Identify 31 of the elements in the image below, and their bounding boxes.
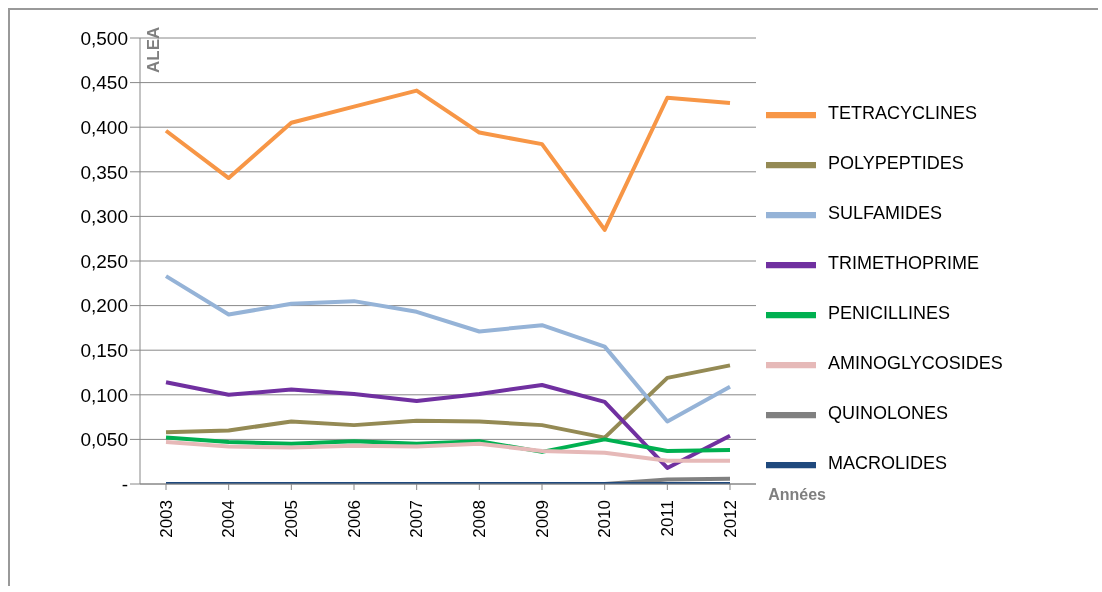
y-tick-label: 0,050	[80, 429, 128, 451]
legend-label: AMINOGLYCOSIDES	[828, 353, 1003, 374]
legend-label: POLYPEPTIDES	[828, 153, 964, 174]
x-axis-title: Années	[768, 486, 827, 504]
y-tick-label: 0,400	[80, 116, 128, 138]
x-tick-label: 2004	[219, 500, 239, 538]
y-tick-label: 0,100	[80, 384, 128, 406]
x-tick-label: 2008	[469, 500, 489, 538]
x-tick-label: 2007	[407, 500, 427, 538]
x-tick-label: 2006	[344, 500, 364, 538]
y-tick-label: 0,300	[80, 206, 128, 228]
legend-label: PENICILLINES	[828, 303, 951, 324]
x-tick-label: 2010	[595, 500, 615, 538]
x-tick-label: 2003	[156, 500, 176, 538]
y-tick-label: 0,250	[80, 250, 128, 272]
y-tick-label: 0,450	[80, 72, 128, 94]
x-tick-label: 2009	[532, 500, 552, 538]
y-tick-label: 0,200	[80, 295, 128, 317]
y-tick-label: 0,500	[80, 27, 128, 49]
legend-label: QUINOLONES	[828, 403, 949, 424]
legend-label: SULFAMIDES	[828, 203, 943, 224]
y-tick-label: 0,150	[80, 339, 128, 361]
legend-label: MACROLIDES	[828, 453, 948, 474]
legend-label: TETRACYCLINES	[828, 103, 978, 124]
x-tick-label: 2012	[720, 500, 740, 538]
x-tick-label: 2011	[657, 500, 677, 537]
legend-label: TRIMETHOPRIME	[828, 253, 979, 274]
x-tick-label: 2005	[281, 500, 301, 538]
y-tick-label: 0,350	[80, 161, 128, 183]
y-tick-label: -	[121, 473, 128, 495]
y-axis-title: ALEA	[144, 26, 164, 73]
